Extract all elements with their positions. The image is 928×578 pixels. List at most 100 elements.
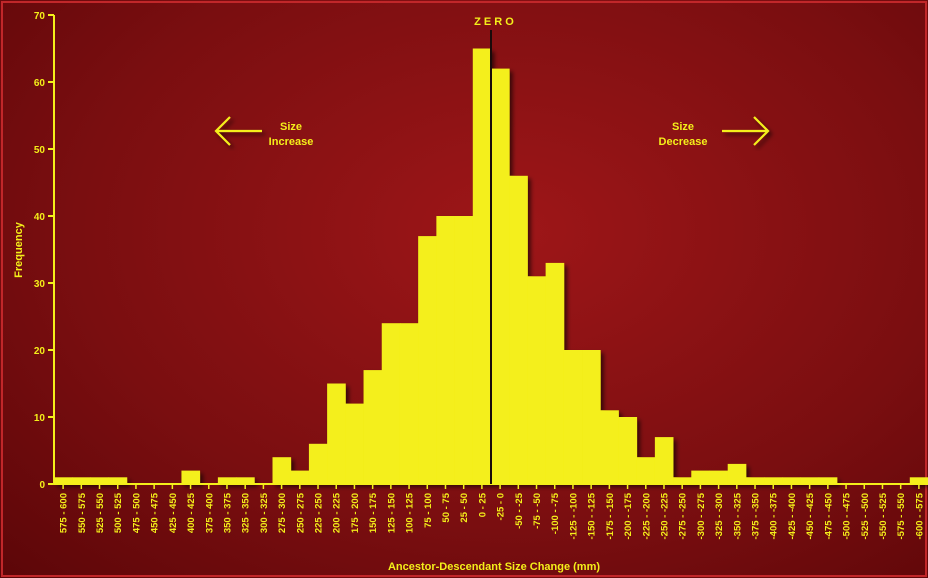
histogram-bar <box>582 350 601 484</box>
histogram-bar <box>90 477 110 484</box>
x-tick-label: -475 - -450 <box>823 493 834 539</box>
histogram-bar <box>108 477 128 484</box>
x-tick-label: 325 - 350 <box>241 493 252 533</box>
x-tick-label: -500 - -475 <box>842 492 853 539</box>
y-tick-label: 20 <box>34 346 46 357</box>
x-tick-label: -200 - -175 <box>623 492 634 539</box>
x-tick-label: 425 - 450 <box>168 493 179 533</box>
histogram-bar <box>418 236 437 484</box>
x-tick-label: 450 - 475 <box>150 492 161 533</box>
histogram-bar <box>618 417 638 484</box>
x-tick-label: -25 - 0 <box>496 493 507 520</box>
x-tick-label: -425 - -400 <box>787 493 798 539</box>
histogram-bar <box>491 68 510 484</box>
size-decrease-line1: Size <box>672 121 694 133</box>
x-tick-label: 125 - 150 <box>386 493 397 533</box>
x-tick-label: 250 - 275 <box>295 492 306 533</box>
y-tick-label: 40 <box>34 212 46 223</box>
histogram-bar <box>691 470 710 484</box>
x-tick-label: 475 - 500 <box>131 493 142 533</box>
left-arrow-icon <box>214 116 262 146</box>
histogram-bar <box>545 262 565 484</box>
x-tick-label: 25 - 50 <box>459 493 470 523</box>
histogram-bar <box>217 477 237 484</box>
size-decrease-annotation: Size Decrease <box>659 116 770 148</box>
x-tick-label: -50 - -25 <box>514 492 525 529</box>
x-tick-label: -575 - -550 <box>896 493 907 539</box>
x-tick-label: -600 - -575 <box>914 492 925 539</box>
x-tick-label: 500 - 525 <box>113 492 124 533</box>
x-tick-label: 200 - 225 <box>332 492 343 533</box>
histogram-bar <box>600 410 619 484</box>
histogram-bar <box>381 323 401 484</box>
y-tick-label: 70 <box>34 11 46 22</box>
x-tick-label: -150 - -125 <box>587 492 598 539</box>
histogram-bar <box>709 470 729 484</box>
histogram-bar <box>399 323 419 484</box>
x-tick-label: -125 - -100 <box>568 493 579 539</box>
y-tick-label: 60 <box>34 78 46 89</box>
x-axis: 575 - 600 550 - 575 525 - 550 500 - 525 475 … <box>54 483 928 539</box>
y-tick-label: 50 <box>34 145 46 156</box>
x-tick-label: 100 - 125 <box>405 492 416 533</box>
size-increase-line2: Increase <box>269 136 314 148</box>
y-tick-label: 30 <box>34 279 46 290</box>
x-tick-label: -400 - -375 <box>769 492 780 539</box>
x-tick-label: 550 - 575 <box>77 492 88 533</box>
x-tick-label: -250 - -225 <box>659 492 670 539</box>
x-tick-label: -75 - -50 <box>532 493 543 529</box>
histogram-bar <box>236 477 255 484</box>
x-tick-label: 0 - 25 <box>477 492 488 517</box>
histogram-bar <box>509 175 528 485</box>
histogram-bar <box>818 477 838 484</box>
histogram-bar <box>673 477 692 484</box>
x-tick-label: -225 - -200 <box>641 493 652 539</box>
histogram-bar <box>909 477 928 484</box>
histogram-bar <box>800 477 820 484</box>
x-tick-label: -350 - -325 <box>732 492 743 539</box>
histogram-bar <box>727 463 747 484</box>
x-tick-label: -450 - -425 <box>805 492 816 539</box>
x-tick-label: 75 - 100 <box>423 493 434 528</box>
size-increase-line1: Size <box>280 121 302 133</box>
x-tick-label: 275 - 300 <box>277 493 288 533</box>
histogram-bar <box>72 477 91 484</box>
histogram-bar <box>764 477 783 484</box>
y-tick-label: 10 <box>34 413 46 424</box>
y-axis: 0 10 20 30 40 50 60 70 <box>34 11 55 491</box>
right-arrow-icon <box>722 116 770 146</box>
histogram-bar <box>782 477 801 484</box>
histogram-bar <box>527 276 547 484</box>
x-tick-label: -175 - -150 <box>605 493 616 539</box>
histogram-bar <box>472 48 492 484</box>
histogram-bar <box>290 470 310 484</box>
histogram-bar <box>636 457 656 484</box>
x-tick-label: 400 - 425 <box>186 492 197 533</box>
x-tick-label: -100 - -75 <box>550 492 561 534</box>
histogram-bar <box>654 437 674 484</box>
x-tick-label: 50 - 75 <box>441 492 452 522</box>
histogram-bar <box>454 216 474 484</box>
size-increase-annotation: Size Increase <box>214 116 314 148</box>
histogram-bar <box>363 370 383 484</box>
histogram-bar <box>563 350 583 484</box>
histogram-bar <box>181 470 201 484</box>
x-axis-label: Ancestor-Descendant Size Change (mm) <box>388 561 600 573</box>
histogram-bar <box>327 383 346 484</box>
x-tick-label: -525 - -500 <box>860 493 871 539</box>
x-tick-label: 375 - 400 <box>204 493 215 533</box>
histogram-bar <box>436 216 455 484</box>
histogram-bar <box>54 477 73 484</box>
histogram-bar <box>745 477 765 484</box>
y-axis-label: Frequency <box>13 221 25 278</box>
x-tick-label: 300 - 325 <box>259 492 270 533</box>
y-tick-label: 0 <box>39 480 45 491</box>
x-tick-label: 525 - 550 <box>95 493 106 533</box>
x-tick-label: -550 - -525 <box>878 492 889 539</box>
bars-group <box>54 48 928 485</box>
size-decrease-line2: Decrease <box>659 136 708 148</box>
x-tick-label: 175 - 200 <box>350 493 361 533</box>
x-tick-label: 350 - 375 <box>222 492 233 533</box>
